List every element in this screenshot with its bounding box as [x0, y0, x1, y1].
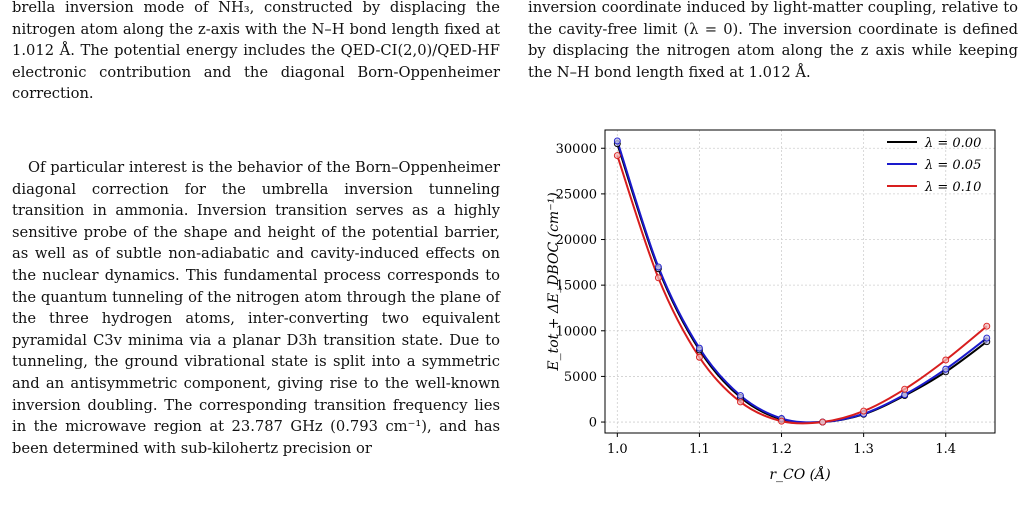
- data-point: [695, 353, 703, 361]
- legend-label: λ = 0.05: [924, 158, 981, 173]
- y-axis-label: E_tot + ΔE_DBOC (cm⁻¹): [546, 192, 562, 371]
- figure-plot: 1.0 1.1 1.2 1.3 1.4 0 5000 10000 15000 20000 25000…: [540, 112, 1010, 502]
- data-point: [613, 152, 621, 160]
- body-paragraph: Of particular interest is the behavior o…: [12, 158, 500, 457]
- x-axis-label: r_CO (Å): [769, 465, 830, 483]
- data-point: [901, 385, 909, 393]
- ticks: 1.0 1.1 1.2 1.3 1.4 0 5000 10000 15000 20000 25000…: [556, 142, 956, 457]
- y-tick-label: 10000: [556, 324, 597, 339]
- data-point: [860, 407, 868, 415]
- axis-labels: r_CO (Å) E_tot + ΔE_DBOC (cm⁻¹): [546, 192, 831, 483]
- data-point: [942, 365, 950, 373]
- y-tick-label: 25000: [556, 187, 597, 202]
- data-point: [942, 356, 950, 364]
- data-point: [983, 334, 991, 342]
- y-tick-label: 30000: [556, 142, 597, 157]
- data-point: [778, 417, 785, 425]
- figure-caption-left: brella inversion mode of NH₃, constructe…: [12, 0, 500, 105]
- data-point: [819, 418, 827, 426]
- x-tick-label: 1.2: [771, 442, 792, 457]
- data-point: [654, 263, 662, 271]
- legend: λ = 0.00 λ = 0.05 λ = 0.10: [887, 136, 981, 195]
- data-point: [737, 398, 744, 406]
- plot-frame: [604, 129, 996, 434]
- data-point: [695, 344, 703, 352]
- x-tick-label: 1.3: [853, 442, 874, 457]
- left-column: brella inversion mode of NH₃, constructe…: [12, 0, 500, 459]
- energy-plot-svg: 1.0 1.1 1.2 1.3 1.4 0 5000 10000 15000 20000 25000…: [546, 129, 996, 483]
- curves: [616, 140, 988, 425]
- x-tick-label: 1.4: [935, 442, 956, 457]
- data-point: [654, 274, 662, 282]
- data-point: [983, 322, 991, 330]
- series-line: [616, 140, 988, 424]
- grid: [605, 130, 995, 433]
- y-tick-label: 5000: [564, 370, 597, 385]
- legend-label: λ = 0.00: [924, 136, 981, 151]
- body-paragraph-block: Of particular interest is the behavior o…: [12, 157, 500, 459]
- right-column: inversion coordinate induced by light-ma…: [528, 0, 1018, 83]
- figure-caption-right: inversion coordinate induced by light-ma…: [528, 0, 1018, 81]
- markers: [613, 137, 991, 426]
- caption-text: brella inversion mode of NH₃, constructe…: [12, 0, 500, 103]
- legend-label: λ = 0.10: [924, 180, 981, 195]
- y-tick-label: 20000: [556, 233, 597, 248]
- x-tick-label: 1.1: [689, 442, 710, 457]
- data-point: [613, 137, 621, 145]
- data-point: [737, 392, 744, 400]
- y-tick-label: 15000: [556, 279, 597, 294]
- series-line: [616, 155, 988, 425]
- x-tick-label: 1.0: [607, 442, 628, 457]
- y-tick-label: 0: [589, 416, 597, 431]
